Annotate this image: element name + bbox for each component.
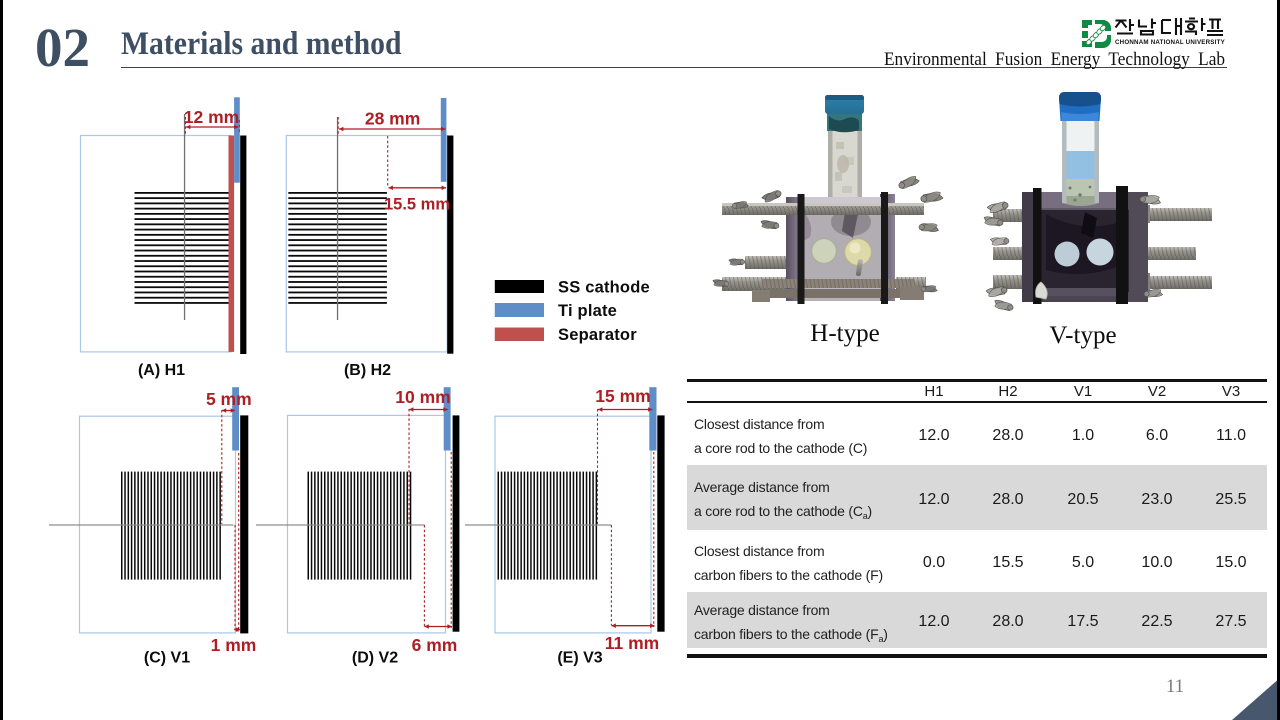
- svg-text:15.5 mm: 15.5 mm: [384, 196, 450, 214]
- svg-text:SS cathode: SS cathode: [558, 279, 650, 297]
- svg-text:(B) H2: (B) H2: [344, 362, 391, 379]
- svg-text:12 mm: 12 mm: [184, 107, 239, 127]
- svg-text:(E) V3: (E) V3: [557, 650, 602, 667]
- svg-text:Separator: Separator: [558, 326, 637, 344]
- svg-text:1 mm: 1 mm: [211, 635, 257, 655]
- svg-text:28 mm: 28 mm: [365, 109, 420, 129]
- svg-text:11 mm: 11 mm: [605, 633, 659, 653]
- svg-text:15 mm: 15 mm: [595, 386, 650, 406]
- svg-text:(A) H1: (A) H1: [138, 362, 185, 379]
- svg-text:5 mm: 5 mm: [206, 389, 252, 409]
- svg-text:Ti plate: Ti plate: [558, 302, 617, 320]
- svg-text:CHONNAM NATIONAL UNIVERSITY: CHONNAM NATIONAL UNIVERSITY: [1115, 39, 1226, 46]
- svg-text:(D) V2: (D) V2: [352, 650, 398, 667]
- svg-text:(C) V1: (C) V1: [144, 650, 190, 667]
- svg-text:10 mm: 10 mm: [395, 387, 450, 407]
- svg-text:6 mm: 6 mm: [412, 635, 458, 655]
